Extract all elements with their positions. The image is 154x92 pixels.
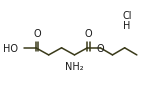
- Text: O: O: [96, 44, 104, 54]
- Text: H: H: [123, 21, 130, 31]
- Text: O: O: [85, 29, 92, 39]
- Text: Cl: Cl: [122, 11, 132, 21]
- Text: HO: HO: [3, 44, 18, 54]
- Text: O: O: [33, 29, 41, 39]
- Text: NH₂: NH₂: [65, 62, 84, 72]
